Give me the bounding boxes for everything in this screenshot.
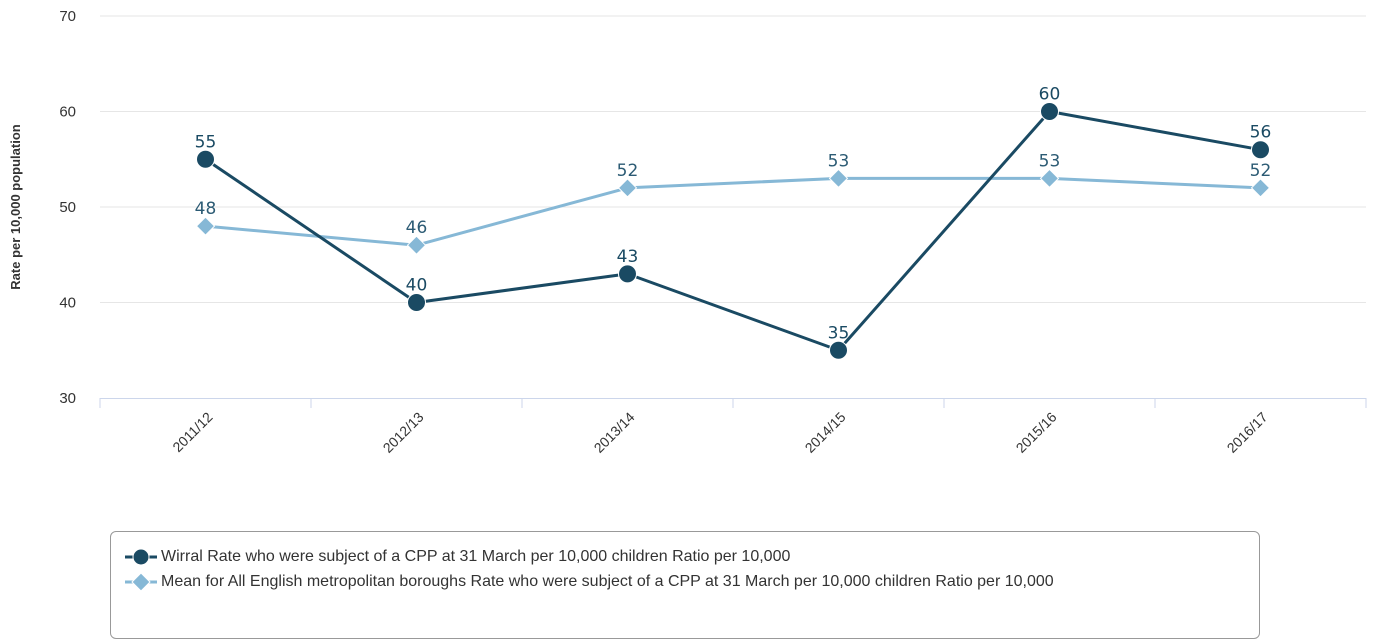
data-point-diamond[interactable]: [1250, 178, 1271, 198]
data-label: 46: [406, 218, 428, 238]
x-tick-label: 2011/12: [169, 409, 216, 456]
series-layer: [195, 102, 1271, 360]
data-label: 52: [1250, 161, 1272, 181]
y-axis-label: Rate per 10,000 population: [8, 124, 23, 289]
data-point-circle[interactable]: [829, 340, 848, 360]
legend-circle-marker-icon: [125, 548, 157, 566]
x-tick-label: 2016/17: [1224, 409, 1271, 456]
y-axis-ticks: 30 40 50 60 70: [59, 8, 76, 407]
y-tick-label: 70: [59, 8, 76, 25]
data-point-circle[interactable]: [1040, 102, 1059, 121]
legend-label: Wirral Rate who were subject of a CPP at…: [161, 548, 791, 565]
data-point-diamond[interactable]: [828, 168, 849, 189]
data-label: 56: [1250, 123, 1272, 143]
data-label: 60: [1039, 85, 1061, 105]
data-label: 40: [406, 276, 428, 296]
legend-item-mean[interactable]: Mean for All English metropolitan boroug…: [125, 571, 1247, 592]
legend: Wirral Rate who were subject of a CPP at…: [110, 531, 1260, 639]
x-axis: [99, 398, 1367, 408]
legend-label: Mean for All English metropolitan boroug…: [161, 573, 1054, 590]
data-label: 35: [828, 323, 850, 343]
y-tick-label: 30: [59, 390, 76, 407]
data-labels: 48 46 52 53 53 52 55 40 43 35 60 56: [195, 85, 1272, 344]
x-axis-ticks: 2011/12 2012/13 2013/14 2014/15 2015/16 2016/…: [169, 409, 1271, 456]
y-tick-label: 40: [59, 295, 76, 312]
data-point-diamond[interactable]: [617, 178, 638, 198]
legend-diamond-marker-icon: [125, 572, 157, 592]
data-point-circle[interactable]: [1251, 140, 1270, 160]
series-mean: [195, 168, 1271, 255]
series-line: [205, 176, 1261, 247]
y-tick-label: 60: [59, 104, 76, 121]
data-point-diamond[interactable]: [1039, 168, 1060, 189]
data-point-circle[interactable]: [196, 149, 215, 169]
x-tick-label: 2015/16: [1013, 409, 1060, 456]
data-point-diamond[interactable]: [406, 235, 427, 255]
series-line: [204, 110, 1261, 352]
data-label: 48: [195, 199, 217, 219]
legend-item-wirral[interactable]: Wirral Rate who were subject of a CPP at…: [125, 546, 1247, 567]
data-label: 53: [828, 151, 850, 171]
y-tick-label: 50: [59, 199, 76, 216]
data-point-diamond[interactable]: [195, 216, 216, 236]
data-label: 52: [617, 161, 639, 181]
grid-lines: [100, 15, 1366, 303]
data-point-circle[interactable]: [618, 264, 637, 284]
x-tick-label: 2013/14: [591, 409, 638, 456]
series-wirral: [196, 102, 1270, 360]
data-label: 43: [617, 247, 639, 267]
data-label: 55: [195, 132, 217, 152]
data-label: 53: [1039, 151, 1061, 171]
data-point-circle[interactable]: [407, 293, 426, 312]
x-tick-label: 2012/13: [380, 409, 427, 456]
x-tick-label: 2014/15: [802, 409, 849, 456]
